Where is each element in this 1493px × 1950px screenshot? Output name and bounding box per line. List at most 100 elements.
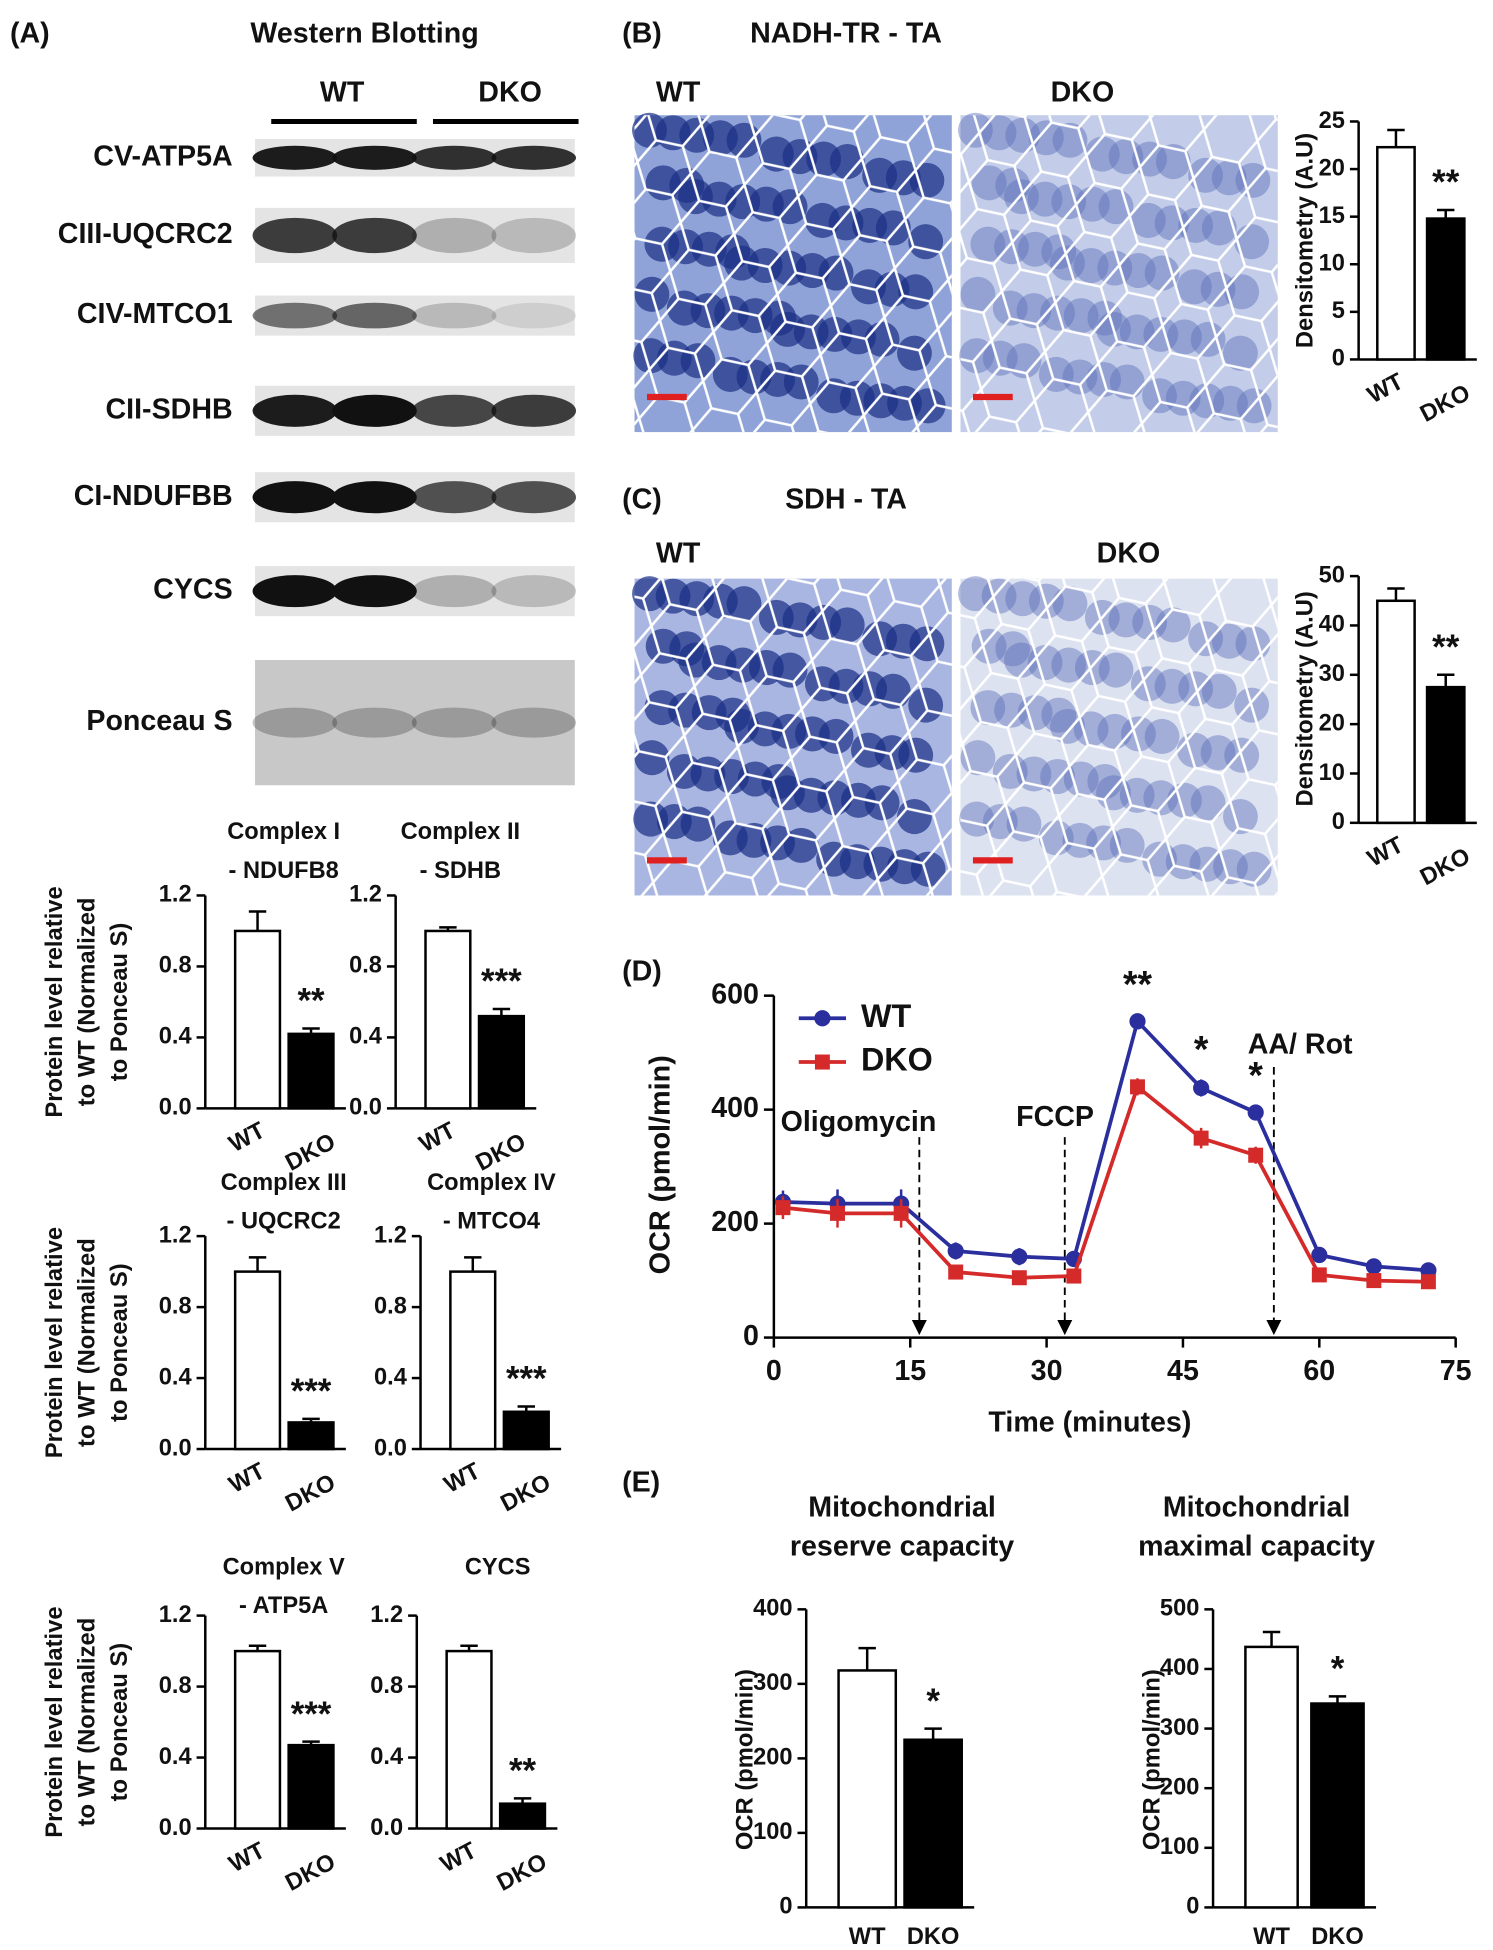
- blot-strip: [255, 660, 575, 786]
- point: [1247, 1104, 1264, 1121]
- y-tick-label: 0.4: [374, 1364, 408, 1390]
- chart-title: Mitochondrial: [1163, 1492, 1351, 1524]
- y-tick-label: 1.2: [349, 882, 382, 908]
- blot-row-label: CIII-UQCRC2: [58, 218, 233, 250]
- y-tick-label: 0.4: [159, 1744, 193, 1770]
- bar: [233, 1270, 282, 1451]
- point: [1366, 1273, 1382, 1289]
- point: [775, 1200, 791, 1216]
- panel-title: SDH - TA: [785, 483, 907, 515]
- y-tick-label: 0: [1186, 1894, 1199, 1920]
- y-tick-label: 20: [1319, 155, 1345, 181]
- arrow-head: [911, 1320, 927, 1336]
- significance: *: [1331, 1649, 1345, 1688]
- chart-title: Complex V: [223, 1554, 345, 1580]
- y-axis-label: Protein level relative: [42, 1227, 68, 1458]
- bar: [449, 1270, 497, 1451]
- significance: **: [1123, 963, 1152, 1005]
- point: [1129, 1013, 1146, 1030]
- series-line: [782, 1083, 1429, 1284]
- y-tick-label: 0.8: [159, 953, 192, 979]
- y-tick-label: 10: [1319, 250, 1345, 276]
- blot-band: [491, 217, 577, 254]
- bar: [1376, 145, 1416, 361]
- blot-title: Western Blotting: [250, 18, 478, 50]
- point: [1130, 1079, 1145, 1095]
- bar: [477, 1014, 526, 1110]
- x-tick-label: 0: [766, 1355, 782, 1387]
- blot-band: [252, 217, 338, 254]
- y-tick-label: 0.8: [159, 1673, 192, 1699]
- y-tick-label: 400: [711, 1092, 759, 1124]
- bar: [498, 1802, 547, 1830]
- x-axis-label: Time (minutes): [988, 1407, 1191, 1439]
- blot-row-label: CYCS: [153, 574, 232, 606]
- significance: ***: [506, 1360, 547, 1399]
- y-tick-label: 1.2: [159, 1222, 192, 1248]
- y-axis-label: to WT (Normalized: [75, 1238, 101, 1447]
- y-tick-label: 0.0: [349, 1095, 382, 1121]
- legend-label: DKO: [861, 1042, 933, 1078]
- point: [948, 1264, 964, 1280]
- chart-title: - UQCRC2: [227, 1209, 341, 1235]
- image-caption: DKO: [1051, 76, 1115, 108]
- y-tick-label: 0.4: [159, 1024, 193, 1050]
- y-axis-label: Densitometry (A.U): [1293, 133, 1319, 348]
- blot-band: [332, 575, 417, 608]
- y-tick-label: 0.0: [370, 1815, 403, 1841]
- y-axis-label: OCR (pmol/min): [645, 1055, 677, 1274]
- bar: [287, 1421, 335, 1451]
- y-axis-label: to Ponceau S): [107, 1643, 133, 1802]
- y-tick-label: 600: [711, 978, 759, 1010]
- chart-title: Complex I: [227, 819, 340, 845]
- blot-band: [411, 145, 497, 170]
- y-tick-label: 500: [1160, 1596, 1199, 1622]
- blot-band: [491, 575, 577, 608]
- bar: [1244, 1645, 1299, 1909]
- bar: [233, 929, 282, 1110]
- y-axis-label: Protein level relative: [42, 1606, 68, 1837]
- blot-band: [332, 145, 417, 170]
- event-label: Oligomycin: [781, 1106, 937, 1138]
- x-tick-label: 75: [1440, 1355, 1472, 1387]
- bar: [424, 929, 472, 1110]
- y-tick-label: 30: [1319, 661, 1345, 687]
- blot-band: [491, 145, 577, 170]
- blot-band: [332, 481, 417, 514]
- y-tick-label: 300: [753, 1670, 792, 1696]
- y-tick-label: 0.4: [159, 1364, 193, 1390]
- blot-band: [411, 302, 497, 329]
- y-tick-label: 5: [1332, 298, 1345, 324]
- x-tick-label: 45: [1167, 1355, 1199, 1387]
- y-tick-label: 100: [753, 1819, 792, 1845]
- significance: **: [1432, 163, 1460, 202]
- y-tick-label: 25: [1319, 108, 1345, 134]
- panel-label: (C): [622, 483, 662, 515]
- significance: ***: [291, 1372, 332, 1411]
- y-axis-label: to WT (Normalized: [75, 898, 101, 1107]
- chart-title: - ATP5A: [239, 1593, 328, 1619]
- y-tick-label: 400: [1160, 1655, 1199, 1681]
- blot-row-label: CI-NDUFBB: [74, 480, 233, 512]
- y-tick-label: 0: [743, 1320, 759, 1352]
- chart-title: - MTCO4: [443, 1209, 541, 1235]
- y-tick-label: 200: [711, 1206, 759, 1238]
- blot-band: [332, 394, 417, 427]
- y-axis-label: OCR (pmol/min): [1140, 1669, 1166, 1850]
- panel-label: (D): [622, 956, 662, 988]
- x-tick-label: 15: [894, 1355, 926, 1387]
- y-axis-label: to Ponceau S): [107, 1263, 133, 1422]
- blot-band: [252, 145, 338, 170]
- bar: [903, 1738, 963, 1909]
- group-label: WT: [320, 76, 365, 108]
- point: [830, 1205, 845, 1221]
- x-tick-label: WT: [849, 1924, 886, 1950]
- chart-title: Complex IV: [427, 1170, 556, 1196]
- y-tick-label: 0: [1332, 346, 1345, 372]
- y-axis-label: Densitometry (A.U): [1293, 591, 1319, 806]
- x-tick-label: DKO: [907, 1924, 960, 1950]
- point: [1248, 1147, 1264, 1163]
- significance: ***: [291, 1695, 332, 1734]
- y-axis-label: Protein level relative: [42, 886, 68, 1117]
